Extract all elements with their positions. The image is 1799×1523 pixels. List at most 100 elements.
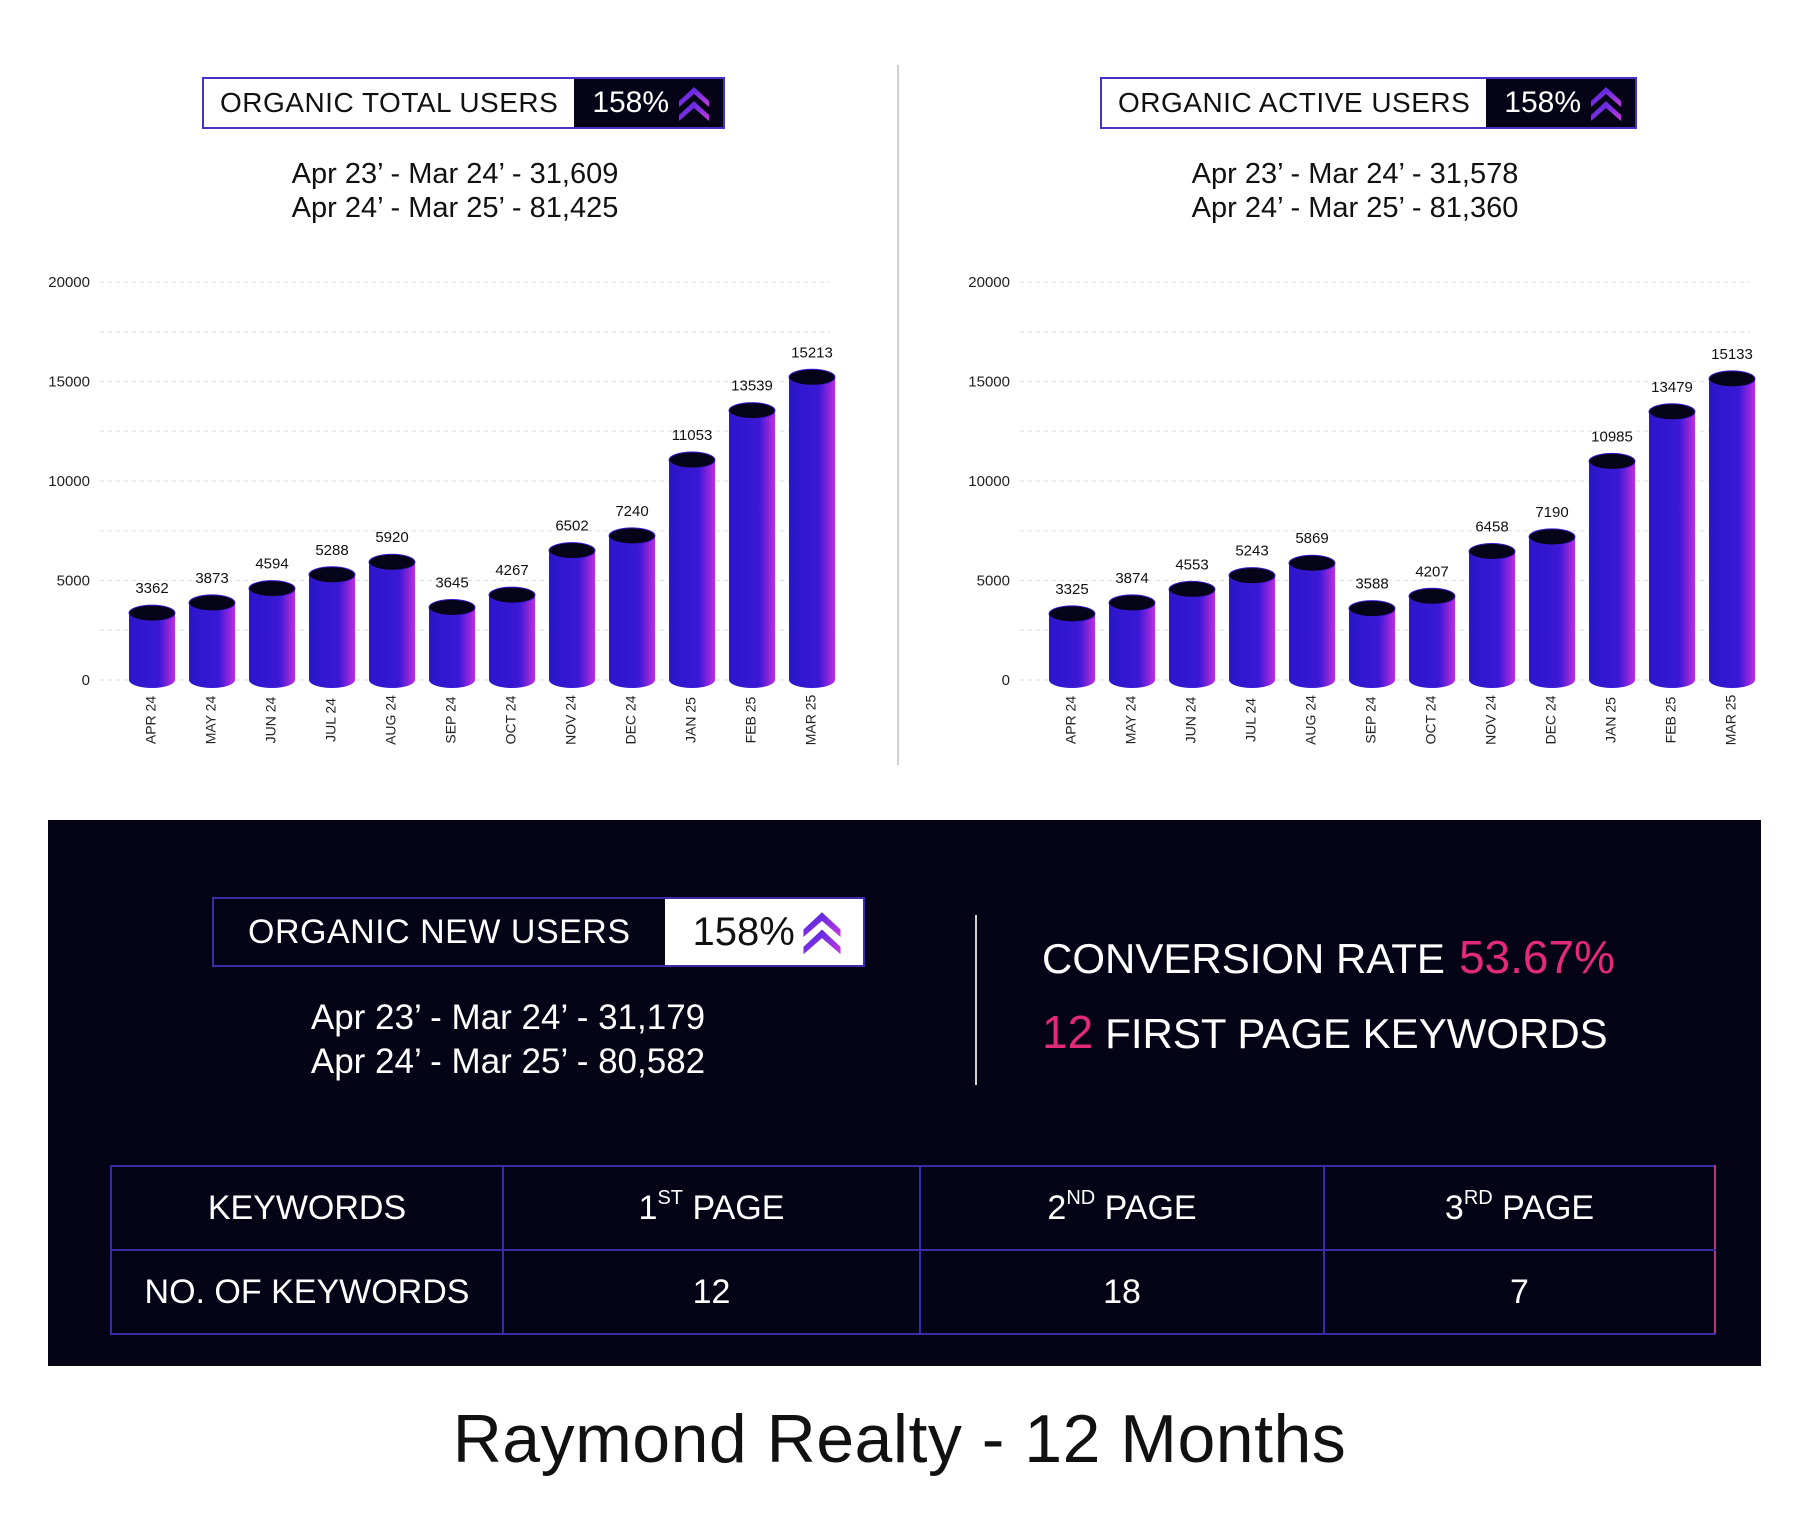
bar bbox=[1348, 600, 1396, 688]
bar bbox=[728, 402, 776, 688]
bar bbox=[308, 566, 356, 688]
y-tick-label: 10000 bbox=[968, 473, 1010, 490]
bar-top bbox=[308, 566, 356, 584]
data-label: 5288 bbox=[315, 542, 348, 559]
x-tick-label: MAR 25 bbox=[1723, 695, 1739, 746]
first-page-keywords-label: FIRST PAGE KEYWORDS bbox=[1105, 1010, 1608, 1057]
data-label: 3874 bbox=[1115, 570, 1148, 587]
y-tick-label: 15000 bbox=[968, 374, 1010, 391]
table-cell: 7 bbox=[1323, 1249, 1716, 1335]
bar-body bbox=[1409, 596, 1455, 688]
y-tick-label: 15000 bbox=[48, 374, 90, 391]
table-header-row: KEYWORDS 1ST PAGE 2ND PAGE 3RD PAGE bbox=[110, 1165, 1716, 1251]
bar-body bbox=[609, 535, 655, 688]
bar bbox=[128, 604, 176, 688]
bar-top bbox=[1348, 600, 1396, 618]
bar-top bbox=[548, 542, 596, 560]
period-previous: Apr 23’ - Mar 24’ - 31,578 bbox=[1191, 158, 1519, 190]
data-label: 5920 bbox=[375, 529, 408, 546]
bar bbox=[1648, 403, 1696, 688]
x-tick-label: AUG 24 bbox=[383, 695, 399, 745]
x-tick-label: MAY 24 bbox=[203, 696, 219, 745]
x-tick-label: DEC 24 bbox=[1543, 695, 1559, 744]
data-label: 10985 bbox=[1591, 428, 1633, 445]
data-label: 5869 bbox=[1295, 530, 1328, 547]
y-tick-label: 0 bbox=[1002, 672, 1010, 689]
table-cell: 12 bbox=[502, 1249, 921, 1335]
bar-body bbox=[669, 460, 715, 688]
table-header-cell: 2ND PAGE bbox=[919, 1165, 1325, 1251]
y-tick-label: 10000 bbox=[48, 473, 90, 490]
bar bbox=[668, 451, 716, 688]
badge-percentage: 158% bbox=[1486, 79, 1636, 127]
y-tick-label: 5000 bbox=[57, 573, 90, 590]
bar-top bbox=[488, 586, 536, 604]
x-tick-label: APR 24 bbox=[143, 696, 159, 744]
bar-top bbox=[1528, 528, 1576, 546]
conversion-rate-value: 53.67% bbox=[1458, 931, 1615, 983]
data-label: 7190 bbox=[1535, 504, 1568, 521]
double-chevron-up-icon bbox=[803, 912, 841, 955]
bar-body bbox=[1229, 575, 1275, 688]
x-tick-label: JUN 24 bbox=[1183, 696, 1199, 743]
data-label: 13479 bbox=[1651, 379, 1693, 396]
bar-body bbox=[429, 607, 475, 688]
bar bbox=[548, 542, 596, 688]
data-label: 3645 bbox=[435, 574, 468, 591]
summary-divider bbox=[975, 915, 977, 1085]
badge-label: ORGANIC NEW USERS bbox=[248, 912, 631, 951]
organic-total-users-badge: ORGANIC TOTAL USERS 158% bbox=[202, 77, 726, 129]
period-current: Apr 24’ - Mar 25’ - 81,425 bbox=[291, 192, 619, 224]
data-label: 13539 bbox=[731, 378, 773, 395]
data-label: 6458 bbox=[1475, 518, 1508, 535]
bar-body bbox=[729, 410, 775, 688]
report-title: Raymond Realty - 12 Months bbox=[452, 1401, 1347, 1477]
badge-percentage: 158% bbox=[574, 79, 724, 127]
bar-top bbox=[188, 594, 236, 612]
organic-active-users-badge: ORGANIC ACTIVE USERS 158% bbox=[1100, 77, 1638, 129]
bar bbox=[428, 598, 476, 688]
y-tick-label: 20000 bbox=[48, 274, 90, 291]
bar-body bbox=[489, 595, 535, 688]
bar-top bbox=[1468, 542, 1516, 560]
table-cell: 18 bbox=[919, 1249, 1325, 1335]
bar-body bbox=[1349, 608, 1395, 688]
table-row: NO. OF KEYWORDS 12 18 7 bbox=[110, 1249, 1716, 1335]
bar-body bbox=[549, 550, 595, 688]
x-tick-label: DEC 24 bbox=[623, 695, 639, 744]
first-page-keywords-count: 12 bbox=[1042, 1006, 1094, 1058]
data-label: 11053 bbox=[672, 427, 713, 444]
double-chevron-up-icon bbox=[1591, 87, 1622, 121]
x-tick-label: SEP 24 bbox=[1363, 696, 1379, 743]
bar-top bbox=[1708, 370, 1756, 388]
data-label: 3588 bbox=[1355, 576, 1388, 593]
y-tick-label: 0 bbox=[82, 672, 90, 689]
x-tick-label: JUN 24 bbox=[263, 696, 279, 743]
data-label: 4207 bbox=[1415, 563, 1448, 580]
bar-body bbox=[129, 613, 175, 688]
organic-new-users-badge: ORGANIC NEW USERS 158% bbox=[212, 897, 865, 967]
bar bbox=[788, 368, 836, 688]
bar bbox=[1528, 528, 1576, 688]
x-tick-label: JUL 24 bbox=[1243, 698, 1259, 742]
data-label: 3362 bbox=[135, 580, 168, 597]
badge-label: ORGANIC ACTIVE USERS bbox=[1118, 87, 1471, 118]
bar-top bbox=[1168, 580, 1216, 598]
data-label: 15213 bbox=[791, 344, 833, 361]
bar-body bbox=[1709, 378, 1755, 688]
x-tick-label: FEB 25 bbox=[743, 696, 759, 743]
bar bbox=[488, 586, 536, 688]
organic-total-users-chart: 0 5000 10000 15000 20000 3362 APR 24 3873 MAY 24… bbox=[48, 274, 836, 745]
bar bbox=[1228, 567, 1276, 688]
data-label: 4594 bbox=[255, 556, 288, 573]
bar-body bbox=[1469, 551, 1515, 688]
bar-body bbox=[1649, 411, 1695, 688]
table-header-cell: 1ST PAGE bbox=[502, 1165, 921, 1251]
bar-top bbox=[788, 368, 836, 386]
bar-top bbox=[1048, 605, 1096, 623]
y-tick-label: 5000 bbox=[977, 573, 1010, 590]
bar-body bbox=[369, 562, 415, 688]
bar-top bbox=[1408, 587, 1456, 605]
summary-panel: ORGANIC NEW USERS 158% Apr 23’ - Mar 24’… bbox=[48, 820, 1761, 1366]
table-header-cell: 3RD PAGE bbox=[1323, 1165, 1716, 1251]
